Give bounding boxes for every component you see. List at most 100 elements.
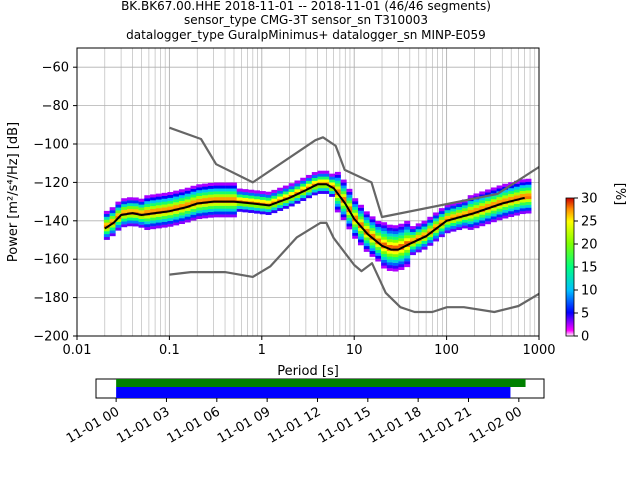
psd-cell — [196, 215, 203, 220]
psd-cell — [461, 210, 468, 215]
psd-cell — [225, 182, 232, 186]
psd-cell — [202, 186, 209, 190]
psd-cell — [236, 194, 243, 198]
psd-cell — [513, 200, 520, 205]
psd-cell — [103, 233, 110, 238]
psd-cell — [415, 243, 422, 247]
psd-cell — [427, 228, 434, 232]
psd-cell — [242, 194, 249, 198]
psd-cell — [427, 236, 434, 241]
psd-cell — [398, 264, 405, 268]
psd-cell — [144, 195, 151, 199]
psd-cell — [277, 196, 284, 200]
psd-cell — [190, 200, 197, 204]
psd-cell — [392, 245, 399, 249]
psd-cell — [398, 240, 405, 245]
psd-cell — [184, 199, 191, 203]
psd-cell — [202, 197, 209, 202]
psd-cell — [398, 266, 405, 270]
psd-cell — [311, 180, 318, 184]
psd-cell — [427, 222, 434, 226]
psd-cell — [352, 235, 359, 239]
x-tick-label: 0.01 — [63, 343, 92, 358]
psd-cell — [300, 180, 307, 184]
psd-cell — [381, 230, 388, 234]
x-axis-label: Period [s] — [277, 364, 339, 379]
psd-cell — [196, 210, 203, 214]
psd-cell — [369, 250, 376, 254]
psd-cell — [259, 208, 266, 212]
psd-cell — [519, 210, 526, 215]
psd-cell — [317, 179, 324, 183]
psd-cell — [230, 202, 237, 206]
colorbar-tick-label: 30 — [581, 192, 598, 207]
title-line-2: sensor_type CMG-3T sensor_sn T310003 — [184, 13, 428, 27]
psd-cell — [467, 223, 474, 228]
psd-cell — [386, 262, 393, 266]
psd-cell — [317, 176, 324, 180]
psd-cell — [213, 214, 220, 218]
psd-cell — [225, 211, 232, 215]
psd-cell — [277, 187, 284, 191]
psd-cell — [138, 224, 145, 228]
psd-cell — [381, 239, 388, 243]
psd-cell — [386, 241, 393, 246]
psd-cell — [213, 188, 220, 192]
psd-cell — [404, 249, 411, 253]
psd-cell — [427, 234, 434, 238]
psd-cell — [184, 219, 191, 223]
psd-cell — [242, 206, 249, 210]
psd-cell — [184, 202, 191, 206]
psd-cell — [381, 259, 388, 263]
psd-cell — [213, 202, 220, 206]
psd-cell — [167, 212, 174, 216]
psd-cell — [375, 255, 382, 259]
psd-cell — [173, 199, 180, 203]
psd-cell — [248, 206, 255, 211]
psd-cell — [150, 194, 157, 198]
psd-cell — [306, 192, 312, 196]
psd-cell — [288, 200, 295, 204]
x-tick-label: 0.1 — [159, 343, 180, 358]
psd-cell — [282, 205, 289, 209]
psd-cell — [306, 180, 312, 184]
psd-cell — [155, 199, 162, 203]
psd-cell — [144, 218, 151, 222]
psd-cell — [490, 219, 497, 223]
psd-cell — [456, 209, 463, 213]
psd-cell — [519, 199, 526, 203]
psd-cell — [248, 209, 255, 213]
psd-cell — [409, 231, 416, 235]
psd-cell — [334, 171, 341, 175]
timeline-tick-label: 11-01 12 — [265, 404, 323, 446]
psd-cell — [398, 223, 405, 227]
psd-cell — [340, 214, 347, 218]
psd-cell — [357, 233, 364, 237]
psd-cell — [121, 215, 128, 219]
psd-cell — [230, 208, 237, 212]
psd-cell — [161, 213, 168, 217]
psd-cell — [508, 211, 515, 215]
psd-cell — [190, 194, 197, 198]
psd-cell — [103, 216, 110, 220]
psd-cell — [450, 225, 457, 229]
psd-cell — [311, 189, 318, 193]
psd-cell — [196, 195, 203, 199]
psd-cell — [121, 209, 128, 213]
psd-cell — [144, 200, 151, 205]
psd-cell — [288, 186, 295, 190]
psd-cell — [375, 226, 382, 230]
psd-cell — [450, 208, 457, 212]
psd-cell — [398, 229, 405, 233]
psd-cell — [404, 252, 411, 256]
y-axis-label: Power [m²/s⁴/Hz] [dB] — [6, 122, 21, 262]
psd-cell — [230, 196, 237, 201]
psd-cell — [155, 213, 162, 217]
psd-cell — [340, 188, 347, 192]
psd-cell — [490, 196, 497, 200]
psd-cell — [202, 212, 209, 216]
psd-cell — [132, 206, 139, 210]
psd-cell — [357, 239, 364, 243]
psd-cell — [381, 256, 388, 260]
psd-cell — [126, 214, 133, 218]
